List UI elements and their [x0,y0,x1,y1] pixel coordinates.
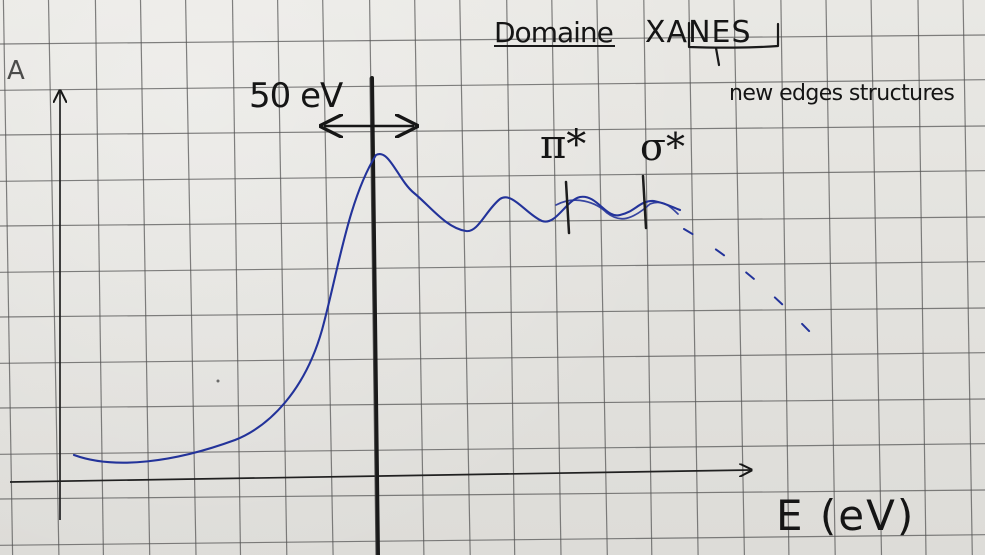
grid-line-horizontal [0,352,985,364]
grid-line-vertical [185,0,197,555]
title-prefix: Domaine [494,16,613,49]
edge-vertical-line [369,76,380,555]
grid-line-horizontal [0,398,985,409]
grid-line-vertical [322,0,334,555]
paper-dot [216,379,220,383]
grid-line-horizontal [0,489,985,500]
grid-line-horizontal [0,443,985,455]
grid-line-vertical [596,0,608,555]
grid-line-horizontal [0,307,985,318]
xanes-bracket [687,21,780,67]
grid-line-vertical [825,0,836,555]
grid-line-horizontal [0,534,985,546]
pi-star-marker [564,180,571,235]
grid-line-vertical [917,0,927,555]
grid-line-horizontal [0,79,985,91]
grid-line-vertical [47,0,60,555]
x-axis [9,470,750,483]
grid-line-vertical [506,0,516,555]
grid-line-vertical [277,0,288,555]
grid-line-vertical [780,0,790,555]
diagram-title: Domaine XANES [494,15,752,50]
title-emphasis: XANES [645,15,752,50]
grid-line-horizontal [0,125,985,136]
annotation-text: new edges structures [729,81,954,106]
grid-line-vertical [459,0,471,555]
grid-line-horizontal [0,261,985,273]
grid-line-vertical [688,0,699,555]
grid-line-vertical [733,0,745,555]
xanes-curve [72,153,682,464]
grid-line-horizontal [0,216,985,227]
x-axis-label: E (eV) [776,491,915,540]
grid-line-vertical [2,0,14,555]
grid-line-horizontal [0,170,985,182]
grid-line-vertical [962,0,973,555]
peak-label-sigma: σ* [640,125,685,169]
grid-line-vertical [139,0,151,555]
grid-line-vertical [94,0,104,555]
sigma-star-marker [641,174,648,230]
grid-line-vertical [231,0,242,555]
y-axis-label: A [7,56,25,86]
grid-line-vertical [414,0,425,555]
grid-line-vertical [643,0,653,555]
peak-label-pi: π* [540,122,586,168]
grid-line-vertical [551,0,562,555]
grid-line-horizontal [0,34,985,45]
xanes-curve-overlap [555,199,679,220]
xanes-curve-dashed-tail [683,228,811,333]
width-label: 50 eV [249,76,343,116]
grid-line-vertical [870,0,883,555]
